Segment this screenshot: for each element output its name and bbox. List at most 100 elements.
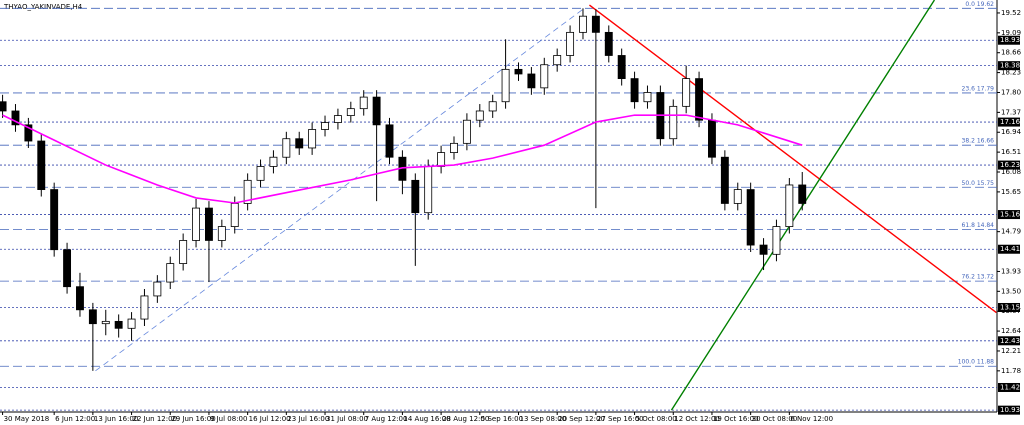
x-tick-label: 6 Jun 12:00 <box>55 415 95 423</box>
trendline <box>670 0 936 411</box>
candle-body <box>37 140 46 190</box>
y-tick-label: 17.80 <box>1001 88 1021 96</box>
level-marker <box>998 244 1020 254</box>
candle-body <box>643 92 652 103</box>
level-marker <box>998 302 1020 312</box>
y-tick-label: 18.66 <box>1001 49 1022 57</box>
x-tick-label: 5 Sep 16:00 <box>481 415 523 423</box>
candle-body <box>76 286 84 311</box>
candle-body <box>243 179 252 204</box>
candle-body <box>0 101 7 112</box>
level-label: 10.93 <box>1000 406 1020 414</box>
candle-body <box>269 156 278 167</box>
candle-body <box>114 320 123 329</box>
candle-body <box>321 122 329 130</box>
x-tick-label: 5 Oct 08:00 <box>636 415 677 423</box>
candle-body <box>101 320 110 325</box>
fib-label: 50.0 15.75 <box>962 180 995 187</box>
x-tick-label: 12 Oct 12:00 <box>674 415 720 423</box>
candle-body <box>759 244 768 255</box>
x-tick-label: 7 Aug 12:00 <box>365 415 408 423</box>
fib-label: 100.0 11.88 <box>958 359 994 366</box>
level-marker <box>998 35 1020 45</box>
level-label: 13.15 <box>1000 303 1020 311</box>
trendline <box>589 4 997 314</box>
x-tick-label: 14 Aug 16:00 <box>403 415 450 423</box>
y-tick-label: 14.79 <box>1001 228 1021 236</box>
candle-body <box>733 189 742 204</box>
x-tick-label: 13 Sep 08:00 <box>519 415 566 423</box>
candle-body <box>785 184 794 227</box>
level-label: 16.23 <box>1000 161 1020 169</box>
candle-body <box>746 189 755 246</box>
candle-body <box>179 240 188 264</box>
level-marker <box>998 336 1020 346</box>
y-tick-label: 19.52 <box>1001 9 1021 17</box>
x-tick-label: 19 Oct 16:00 <box>713 415 759 423</box>
trendline <box>95 8 585 372</box>
candle-body <box>346 108 355 117</box>
candle-body <box>140 295 149 320</box>
candle-body <box>450 142 458 153</box>
fib-label: 76.2 13.72 <box>962 274 995 281</box>
candle-body <box>256 166 265 181</box>
level-label: 18.38 <box>1000 62 1020 70</box>
x-tick-label: 28 Aug 12:00 <box>442 415 489 423</box>
candle-body <box>630 78 639 103</box>
candle-body <box>385 124 394 158</box>
level-marker <box>998 405 1020 415</box>
candle-body <box>359 96 368 110</box>
y-tick-label: 13.50 <box>1001 287 1021 295</box>
candle-body <box>527 73 536 89</box>
candle-body <box>798 184 807 204</box>
y-tick-label: 12.64 <box>1001 327 1022 335</box>
x-tick-label: 30 Oct 08:00 <box>752 415 798 423</box>
candle-body <box>308 129 317 149</box>
x-tick-label: 13 Jun 16:00 <box>94 415 138 423</box>
fib-label: 61.8 14.84 <box>962 222 995 229</box>
fib-label: 0.0 19.62 <box>965 1 994 8</box>
moving-average <box>2 114 803 204</box>
x-tick-label: 29 Jun 16:00 <box>171 415 215 423</box>
candle-body <box>204 207 213 241</box>
level-marker <box>998 160 1020 170</box>
candle-body <box>604 31 613 56</box>
x-tick-label: 16 Jul 12:00 <box>249 415 291 423</box>
level-label: 11.42 <box>1000 383 1020 391</box>
y-tick-label: 12.21 <box>1001 347 1021 355</box>
candle-body <box>24 124 33 142</box>
x-tick-label: 22 Jun 12:00 <box>133 415 177 423</box>
y-tick-label: 15.65 <box>1001 188 1021 196</box>
candle-body <box>11 110 20 126</box>
candle-body <box>682 78 691 107</box>
y-tick-label: 16.08 <box>1001 168 1021 176</box>
candle-body <box>424 166 433 214</box>
fib-label: 38.2 16.66 <box>962 138 995 145</box>
x-tick-label: 20 Sep 12:00 <box>558 415 605 423</box>
level-marker <box>998 382 1020 392</box>
x-tick-label: 31 Jul 08:00 <box>326 415 368 423</box>
candle-body <box>462 119 471 144</box>
candle-body <box>475 110 484 121</box>
candle-body <box>295 138 304 149</box>
candle-body <box>372 96 381 126</box>
candle-body <box>514 68 523 75</box>
x-tick-label: 27 Sep 16:00 <box>597 415 644 423</box>
y-tick-label: 18.23 <box>1001 69 1021 77</box>
candle-body <box>333 115 342 123</box>
y-tick-label: 16.51 <box>1001 148 1021 156</box>
candle-body <box>617 55 626 80</box>
candle-body <box>591 15 600 33</box>
y-tick-label: 11.78 <box>1001 367 1021 375</box>
x-tick-label: 30 May 2018 <box>4 415 50 423</box>
y-tick-label: 13.93 <box>1001 267 1021 275</box>
candle-body <box>411 179 420 214</box>
candle-body <box>153 281 162 297</box>
level-label: 15.16 <box>1000 211 1021 219</box>
candle-body <box>695 78 704 121</box>
y-tick-label: 17.37 <box>1001 108 1021 116</box>
candle-body <box>437 152 446 167</box>
candle-body <box>708 119 716 158</box>
